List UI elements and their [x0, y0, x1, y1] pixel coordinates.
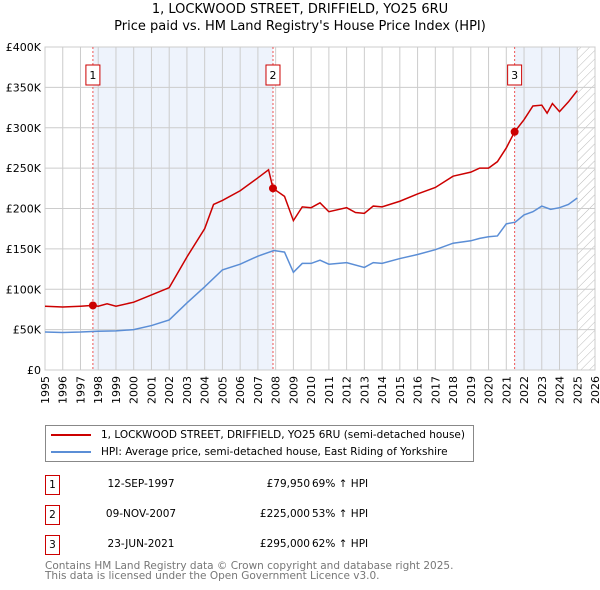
chart-subtitle: Price paid vs. HM Land Registry's House … [114, 19, 486, 34]
chart-title: 1, LOCKWOOD STREET, DRIFFIELD, YO25 6RU [151, 2, 449, 17]
x-tick-label: 2014 [376, 376, 389, 404]
y-tick-label: £300K [6, 122, 42, 135]
x-tick-label: 2000 [128, 376, 141, 404]
price-chart: 1995 1996 1997 1998 1999 2000 2001 2002 2003 2004… [6, 41, 600, 404]
sale-price: £79,950 [266, 478, 310, 490]
footer-copyright: Contains HM Land Registry data © Crown c… [45, 560, 454, 572]
sale-marker-box [85, 64, 101, 86]
sale-marker-box [507, 64, 523, 86]
sale-number: 3 [45, 535, 60, 555]
x-tick-label: 2023 [536, 376, 549, 404]
x-tick-label: 2008 [270, 376, 283, 404]
sale-hpi-change: 53% ↑ HPI [312, 508, 369, 520]
y-tick-label: £400K [6, 41, 42, 54]
footer-licence: This data is licensed under the Open Gov… [45, 570, 380, 582]
sale-number: 2 [45, 505, 60, 525]
legend-item-property: 1, LOCKWOOD STREET, DRIFFIELD, YO25 6RU … [51, 429, 465, 441]
x-tick-label: 2011 [323, 376, 336, 404]
sale-marker-box [265, 64, 281, 86]
sale-date: 23-JUN-2021 [107, 538, 175, 550]
x-tick-label: 2004 [199, 376, 212, 404]
x-tick-label: 2006 [234, 376, 247, 404]
sale-row: 2 09-NOV-2007 £225,000 53% ↑ HPI [45, 505, 465, 525]
x-tick-label: 2019 [465, 376, 478, 404]
sale-row: 3 23-JUN-2021 £295,000 62% ↑ HPI [45, 535, 465, 555]
sale-date: 09-NOV-2007 [105, 508, 177, 520]
y-tick-label: £250K [6, 162, 42, 175]
sale-point [268, 184, 277, 193]
x-tick-label: 2026 [589, 376, 600, 404]
x-tick-label: 2007 [252, 376, 265, 404]
sale-point [510, 127, 519, 136]
x-tick-label: 2015 [394, 376, 407, 404]
legend-label: 1, LOCKWOOD STREET, DRIFFIELD, YO25 6RU … [101, 429, 465, 441]
x-tick-label: 2018 [447, 376, 460, 404]
x-tick-label: 2024 [554, 376, 567, 404]
series-line [44, 197, 578, 334]
sale-marker-label: 3 [511, 69, 518, 82]
x-tick-label: 2020 [483, 376, 496, 404]
y-tick-label: £150K [6, 243, 42, 256]
y-tick-label: £100K [6, 283, 42, 296]
legend-line-blue [51, 451, 91, 453]
sale-marker-label: 2 [269, 69, 276, 82]
sale-row: 1 12-SEP-1997 £79,950 69% ↑ HPI [45, 475, 465, 495]
sale-number: 1 [45, 475, 60, 495]
legend-line-red [51, 434, 91, 436]
sale-hpi-change: 62% ↑ HPI [312, 538, 369, 550]
legend-label: HPI: Average price, semi-detached house,… [101, 446, 448, 458]
x-tick-label: 1997 [74, 376, 87, 404]
y-tick-label: £200K [6, 203, 42, 216]
x-tick-label: 2001 [145, 376, 158, 404]
x-tick-label: 1995 [39, 376, 52, 404]
sale-marker-label: 1 [89, 69, 96, 82]
sale-hpi-change: 69% ↑ HPI [312, 478, 369, 490]
sale-date: 12-SEP-1997 [107, 478, 175, 490]
x-tick-label: 2002 [163, 376, 176, 404]
legend: 1, LOCKWOOD STREET, DRIFFIELD, YO25 6RU … [45, 425, 474, 462]
sale-price: £225,000 [259, 508, 310, 520]
x-tick-label: 2017 [429, 376, 442, 404]
x-tick-label: 2005 [216, 376, 229, 404]
x-tick-label: 2010 [305, 376, 318, 404]
plot-border [44, 46, 596, 371]
y-tick-label: £350K [6, 81, 42, 94]
y-tick-label: £50K [13, 324, 42, 337]
x-tick-label: 2016 [412, 376, 425, 404]
x-tick-label: 1996 [57, 376, 70, 404]
x-tick-label: 2025 [571, 376, 584, 404]
x-tick-label: 2012 [341, 376, 354, 404]
x-tick-label: 2021 [500, 376, 513, 404]
sale-price: £295,000 [259, 538, 310, 550]
x-tick-label: 2013 [358, 376, 371, 404]
y-tick-label: £0 [27, 364, 41, 377]
legend-item-hpi: HPI: Average price, semi-detached house,… [51, 446, 448, 458]
x-tick-label: 1998 [92, 376, 105, 404]
x-tick-label: 2022 [518, 376, 531, 404]
series-line [44, 90, 578, 308]
x-tick-label: 2009 [287, 376, 300, 404]
x-tick-label: 2003 [181, 376, 194, 404]
sale-point [88, 301, 97, 310]
x-tick-label: 1999 [110, 376, 123, 404]
